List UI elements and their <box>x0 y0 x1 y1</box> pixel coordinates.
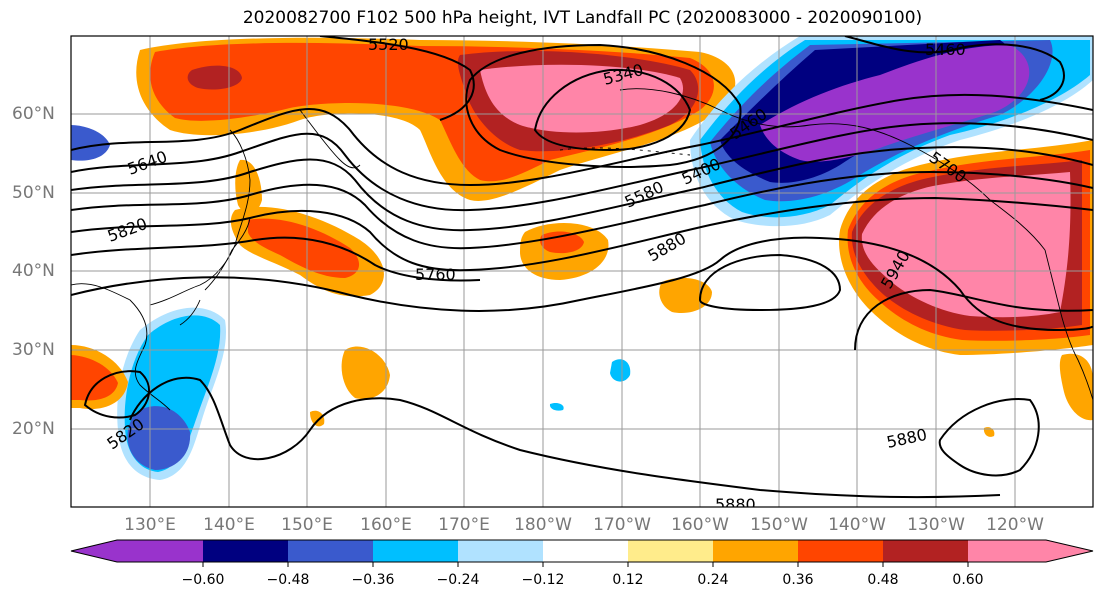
fill-red-southwest <box>71 355 118 401</box>
fill-sky-small-c <box>549 402 564 411</box>
colorbar-segment <box>883 540 968 562</box>
contour-label: 5460 <box>925 40 966 59</box>
height-contours <box>71 36 1093 499</box>
contour-5940 <box>854 288 1093 351</box>
contour-c <box>71 146 1093 232</box>
colorbar-segment <box>968 540 1046 562</box>
latitude-label: 30°N <box>12 340 55 360</box>
colorbar-tick-label: −0.24 <box>436 572 480 588</box>
contour-5400 <box>465 43 742 168</box>
contour-b <box>71 122 1093 212</box>
contour-5760 <box>71 236 481 282</box>
longitude-label: 120°W <box>986 515 1044 535</box>
fill-red-japan <box>248 218 360 278</box>
colorbar-segment <box>798 540 883 562</box>
contour-a <box>71 93 1093 187</box>
contour-label: 5520 <box>368 35 409 54</box>
fill-orange-small-e <box>983 427 995 437</box>
colorbar-segment <box>713 540 798 562</box>
colorbar-low-extend <box>71 540 117 562</box>
colorbar-tick-label: 0.60 <box>952 572 984 588</box>
longitude-label: 140°W <box>828 515 886 535</box>
longitude-label: 180°W <box>514 515 572 535</box>
fill-lightblue-west-edge <box>71 125 110 161</box>
map-title: 2020082700 F102 500 hPa height, IVT Land… <box>242 8 923 28</box>
colorbar <box>70 539 1094 567</box>
fill-orange-kuril <box>235 159 262 214</box>
longitude-label: 170°E <box>438 515 490 535</box>
colorbar-segment <box>458 540 543 562</box>
colorbar-tick-label: 0.24 <box>697 572 729 588</box>
fill-orange-small-a <box>659 277 712 314</box>
contour-label: 5760 <box>415 265 456 284</box>
contour-5460-ne <box>844 36 1065 101</box>
colorbar-tick-label: −0.48 <box>266 572 310 588</box>
fill-royal-west <box>127 406 191 470</box>
contour-5520 <box>319 36 475 121</box>
contour-5340 <box>533 68 692 152</box>
fill-darkred-small-nw <box>187 65 242 90</box>
colorbar-tick-label: −0.60 <box>181 572 225 588</box>
coast-japan <box>179 217 251 326</box>
longitude-label: 140°E <box>203 515 255 535</box>
colorbar-segment <box>117 540 203 562</box>
longitude-label: 130°E <box>124 515 176 535</box>
longitude-label: 160°E <box>360 515 412 535</box>
contour-5880-south <box>129 376 1001 499</box>
contour-5880-loop <box>698 253 842 312</box>
longitude-label: 150°E <box>281 515 333 535</box>
colorbar-segment <box>373 540 458 562</box>
colorbar-tick-label: −0.36 <box>351 572 395 588</box>
latitude-label: 50°N <box>12 183 55 203</box>
fill-orange-small-d <box>1059 353 1093 421</box>
colorbar-tick-label: 0.12 <box>612 572 644 588</box>
contour-label: 5880 <box>715 495 756 514</box>
longitude-label: 150°W <box>750 515 808 535</box>
longitude-label: 170°W <box>593 515 651 535</box>
map-frame <box>70 35 1094 508</box>
fill-orange-small-c <box>310 410 325 427</box>
latitude-label: 40°N <box>12 261 55 281</box>
colorbar-tick-label: 0.36 <box>782 572 814 588</box>
fill-red-midpac <box>540 231 584 254</box>
coast-aleutians <box>559 147 691 156</box>
fill-sky-small-hawaii <box>610 359 631 382</box>
colorbar-segment <box>628 540 713 562</box>
colorbar-outline <box>70 539 1094 563</box>
contour-5880-se <box>938 398 1040 477</box>
latitude-label: 20°N <box>12 419 55 439</box>
contour-5880-main <box>71 236 1093 332</box>
colorbar-segment <box>288 540 373 562</box>
colorbar-segment <box>543 540 628 562</box>
longitude-label: 130°W <box>907 515 965 535</box>
colorbar-high-extend <box>1046 540 1093 562</box>
contour-5820-low <box>83 370 150 419</box>
colorbar-tick-label: −0.12 <box>521 572 565 588</box>
contour-d <box>71 170 1093 250</box>
fill-pink-north <box>480 64 684 133</box>
colorbar-tick-label: 0.48 <box>867 572 899 588</box>
longitude-label: 160°W <box>671 515 729 535</box>
fill-purple-ne <box>760 45 1030 162</box>
fill-pink-east <box>861 172 1071 318</box>
colorbar-segment <box>203 540 288 562</box>
coast-na-west <box>1044 249 1093 401</box>
gridlines <box>71 36 1093 507</box>
latitude-label: 60°N <box>12 104 55 124</box>
contour-5820 <box>71 196 1093 272</box>
fill-orange-small-b <box>341 346 390 400</box>
